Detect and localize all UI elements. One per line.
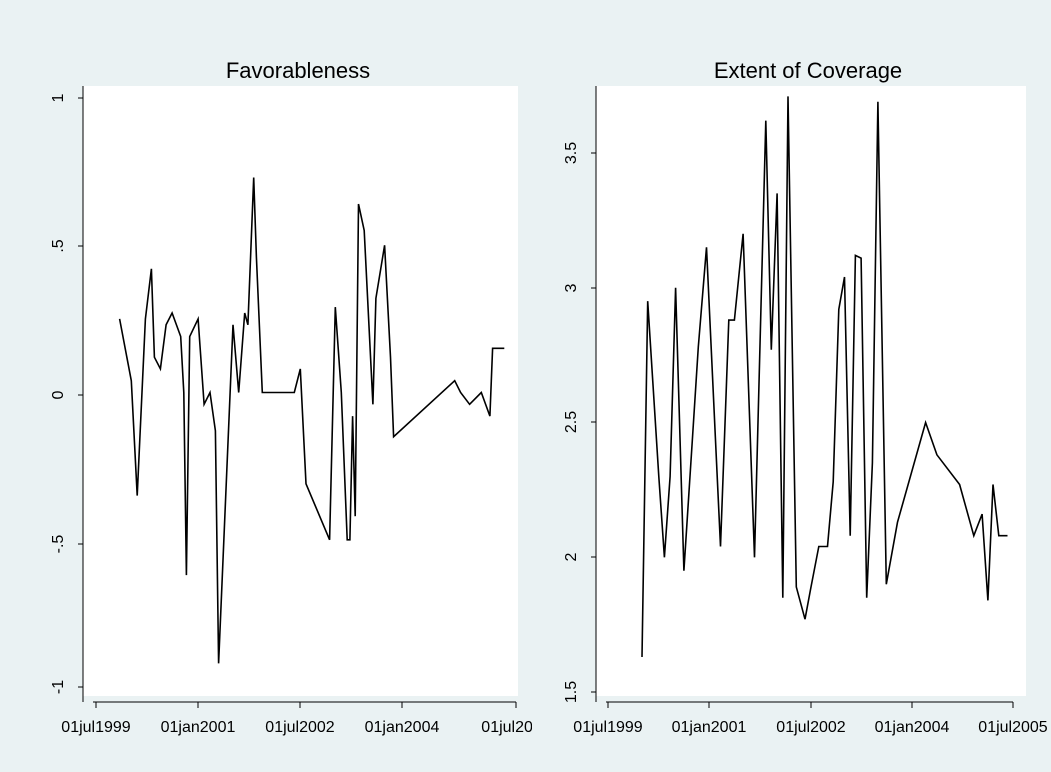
chart-title: Favorableness [226,58,370,83]
series-line-extent-of-coverage [641,96,1008,658]
plot-area-favorableness [83,86,518,696]
y-tick-label: 2.5 [563,411,580,433]
y-tick-label: -.5 [50,535,67,554]
x-tick-label: 01jan2004 [875,719,950,736]
y-tick-label: 3.5 [563,142,580,164]
x-tick-label: 01jan2001 [161,719,236,736]
x-tick-label: 01jan2004 [365,719,440,736]
x-tick-label: 01jul2005 [978,719,1048,736]
x-tick-label: 01jul2002 [776,719,846,736]
y-tick-label: 1 [50,93,67,102]
y-tick-label: -1 [50,680,67,694]
y-tick-label: 2 [563,552,580,561]
series-line-favorableness [118,177,505,664]
plot-area-extent-of-coverage [596,86,1026,696]
x-tick-label: 01jan2001 [672,719,747,736]
y-tick-label: 3 [563,283,580,292]
x-tick-label: 01jul1999 [573,719,643,736]
x-ticks: 01jul1999 01jan2001 01jul2002 01jan2004 01ju… [61,702,551,736]
x-tick-label: 01jul1999 [61,719,131,736]
chart-favorableness: Favorableness -1 -.5 0 .5 1 01jul1999 01jan2001… [50,58,551,736]
chart-title: Extent of Coverage [714,58,902,83]
x-tick-label: 01jul2002 [265,719,335,736]
y-tick-label: .5 [50,239,67,252]
y-tick-label: 0 [50,390,67,399]
x-ticks: 01jul1999 01jan2001 01jul2002 01jan2004 01ju… [573,702,1048,736]
y-tick-label: 1.5 [563,681,580,703]
x-tick-label: 01jul2005 [481,719,551,736]
